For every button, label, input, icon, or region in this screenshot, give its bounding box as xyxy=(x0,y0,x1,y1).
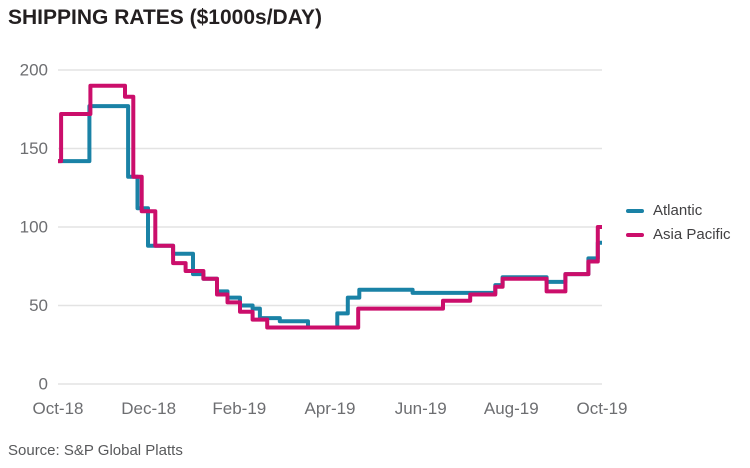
legend-swatch-asia-pacific xyxy=(626,232,644,237)
y-axis-label-0: 0 xyxy=(39,375,48,394)
series-line-atlantic xyxy=(58,104,602,330)
x-axis-label-feb-19: Feb-19 xyxy=(212,399,266,418)
x-axis-label-oct-18: Oct-18 xyxy=(32,399,83,418)
legend-label-asia-pacific: Asia Pacific xyxy=(653,226,731,243)
x-axis-label-jun-19: Jun-19 xyxy=(395,399,447,418)
x-axis-label-oct-19: Oct-19 xyxy=(576,399,627,418)
legend-item-asia-pacific: Asia Pacific xyxy=(626,226,731,243)
legend-swatch-atlantic xyxy=(626,208,644,213)
x-axis-label-aug-19: Aug-19 xyxy=(484,399,539,418)
x-axis-label-dec-18: Dec-18 xyxy=(121,399,176,418)
y-axis-label-200: 200 xyxy=(20,61,48,80)
legend-item-atlantic: Atlantic xyxy=(626,202,731,219)
source-note: Source: S&P Global Platts xyxy=(8,442,183,459)
legend: Atlantic Asia Pacific xyxy=(626,202,731,243)
chart-title: SHIPPING RATES ($1000s/DAY) xyxy=(8,6,322,29)
series-line-asia-pacific xyxy=(58,83,602,330)
legend-label-atlantic: Atlantic xyxy=(653,202,703,219)
y-axis-label-100: 100 xyxy=(20,218,48,237)
y-axis-label-150: 150 xyxy=(20,139,48,158)
x-axis-label-apr-19: Apr-19 xyxy=(304,399,355,418)
y-axis-label-50: 50 xyxy=(29,296,48,315)
